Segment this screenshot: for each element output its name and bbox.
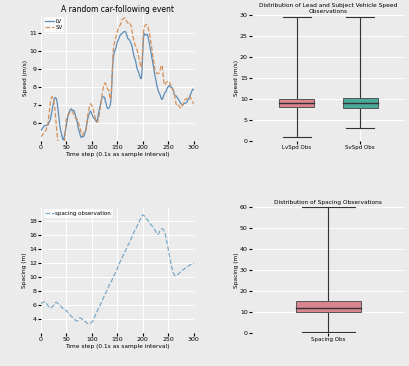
LV: [123, 29, 128, 34]
spacing observation: [106, 285, 111, 290]
Line: LV: LV: [41, 31, 194, 140]
LV: [38, 128, 43, 132]
Legend: spacing observation: spacing observation: [44, 209, 113, 218]
spacing observation: [140, 213, 145, 217]
Y-axis label: Spacing (m): Spacing (m): [234, 252, 238, 288]
SV: [144, 22, 149, 27]
Line: SV: SV: [41, 18, 194, 160]
spacing observation: [101, 296, 106, 301]
SV: [160, 64, 165, 69]
SV: [169, 84, 173, 88]
LV: [191, 87, 196, 92]
X-axis label: Time step (0.1s as sample interval): Time step (0.1s as sample interval): [65, 344, 170, 349]
spacing observation: [169, 262, 173, 266]
Y-axis label: Speed (m/s): Speed (m/s): [22, 60, 27, 96]
Line: spacing observation: spacing observation: [41, 215, 194, 324]
SV: [101, 86, 106, 91]
spacing observation: [160, 227, 165, 231]
SV: [181, 100, 186, 105]
SV: [191, 102, 196, 106]
LV: [106, 107, 111, 111]
LV: [160, 97, 165, 101]
Title: A random car-following event: A random car-following event: [61, 5, 174, 14]
Bar: [296, 302, 361, 312]
Bar: [279, 99, 314, 107]
LV: [101, 95, 106, 99]
SV: [123, 16, 128, 20]
Y-axis label: Speed (m/s): Speed (m/s): [234, 60, 238, 96]
Title: Distribution of Spacing Observations: Distribution of Spacing Observations: [274, 200, 382, 205]
LV: [181, 102, 186, 106]
Title: Distribution of Lead and Subject Vehicle Speed Observations: Distribution of Lead and Subject Vehicle…: [259, 3, 398, 14]
spacing observation: [144, 216, 149, 221]
Y-axis label: Spacing (m): Spacing (m): [22, 252, 27, 288]
LV: [144, 33, 149, 37]
Legend: LV, SV: LV, SV: [44, 18, 64, 32]
LV: [61, 138, 66, 142]
Bar: [343, 98, 378, 108]
spacing observation: [191, 261, 196, 265]
SV: [106, 87, 111, 92]
spacing observation: [86, 322, 91, 326]
SV: [38, 135, 43, 139]
X-axis label: Time step (0.1s as sample interval): Time step (0.1s as sample interval): [65, 152, 170, 157]
spacing observation: [38, 302, 43, 306]
LV: [169, 85, 173, 90]
spacing observation: [181, 268, 186, 272]
SV: [58, 158, 63, 163]
